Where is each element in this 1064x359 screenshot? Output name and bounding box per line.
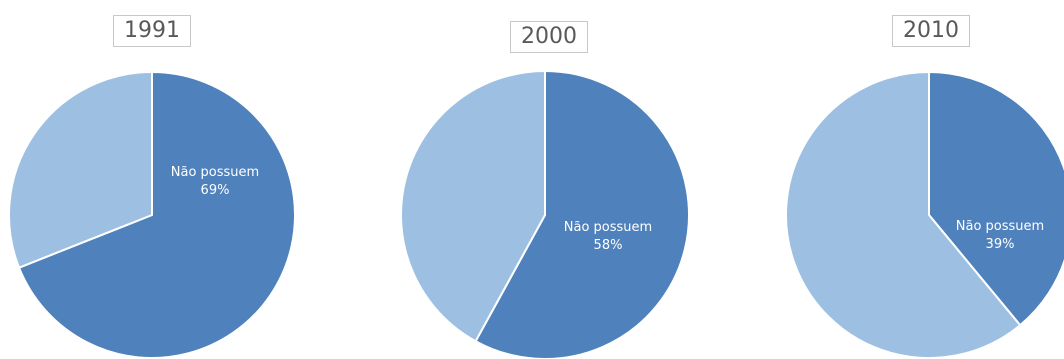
pie-2010: Não possuem 39%	[784, 71, 1064, 359]
data-label-category-1991: Não possuem	[171, 165, 259, 180]
data-label-value-2000: 58%	[594, 238, 623, 253]
data-label-value-1991: 69%	[201, 183, 230, 198]
slice-other-2000	[400, 70, 546, 343]
slice-other-2010	[784, 71, 1022, 359]
chart-title-2000: 2000	[510, 21, 588, 53]
data-label-value-2010: 39%	[986, 237, 1015, 252]
pie-2000: Não possuem 58%	[400, 70, 690, 359]
slice-other-1991	[8, 71, 153, 269]
chart-title-1991: 1991	[113, 15, 191, 47]
data-label-category-2010: Não possuem	[956, 219, 1044, 234]
chart-title-2010: 2010	[892, 15, 970, 47]
slice-nao-possuem-1991	[18, 71, 296, 359]
pie-1991: Não possuem 69%	[8, 71, 296, 359]
data-label-category-2000: Não possuem	[564, 220, 652, 235]
